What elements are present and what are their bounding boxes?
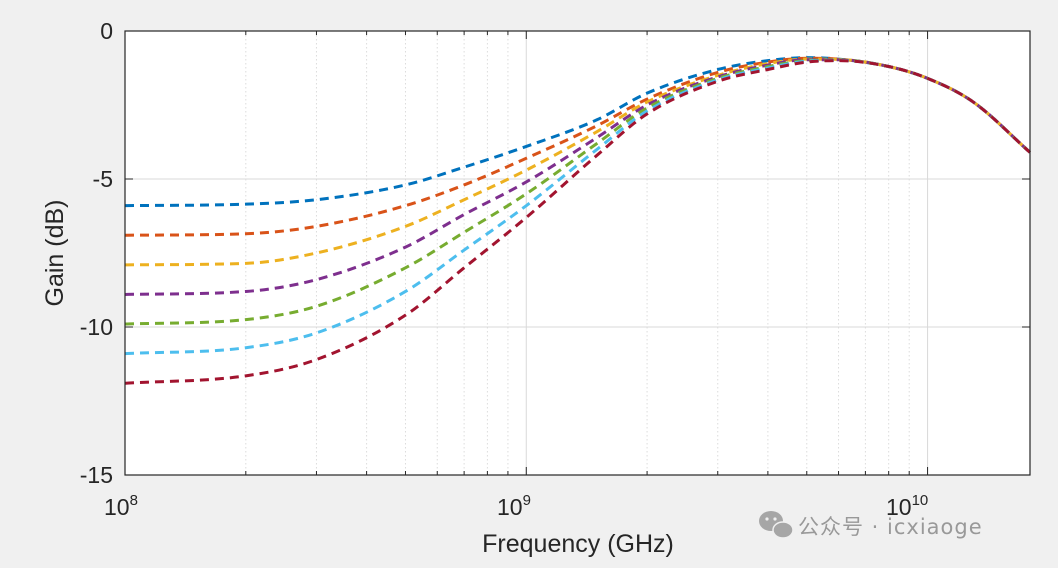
y-tick-label: 0 bbox=[100, 18, 113, 44]
x-tick-label: 108 bbox=[104, 492, 138, 520]
y-axis-label: Gain (dB) bbox=[41, 200, 69, 307]
plot-area bbox=[125, 31, 1030, 475]
x-tick-label: 1010 bbox=[886, 492, 928, 520]
x-axis-label: Frequency (GHz) bbox=[482, 530, 674, 558]
x-tick-label: 109 bbox=[497, 492, 531, 520]
y-tick-label: -5 bbox=[93, 166, 113, 192]
series-line-7 bbox=[124, 59, 1031, 385]
plot-frame bbox=[124, 30, 1031, 476]
y-tick-label: -15 bbox=[80, 462, 113, 488]
watermark-text: 公众号 · icxiaoge bbox=[798, 515, 983, 539]
y-tick-label: -10 bbox=[80, 314, 113, 340]
tick-marks bbox=[124, 30, 1030, 476]
watermark: 公众号 · icxiaoge bbox=[759, 511, 983, 539]
series-line-3 bbox=[124, 57, 1031, 267]
wechat-icon bbox=[759, 511, 794, 539]
series-group bbox=[124, 56, 1031, 385]
